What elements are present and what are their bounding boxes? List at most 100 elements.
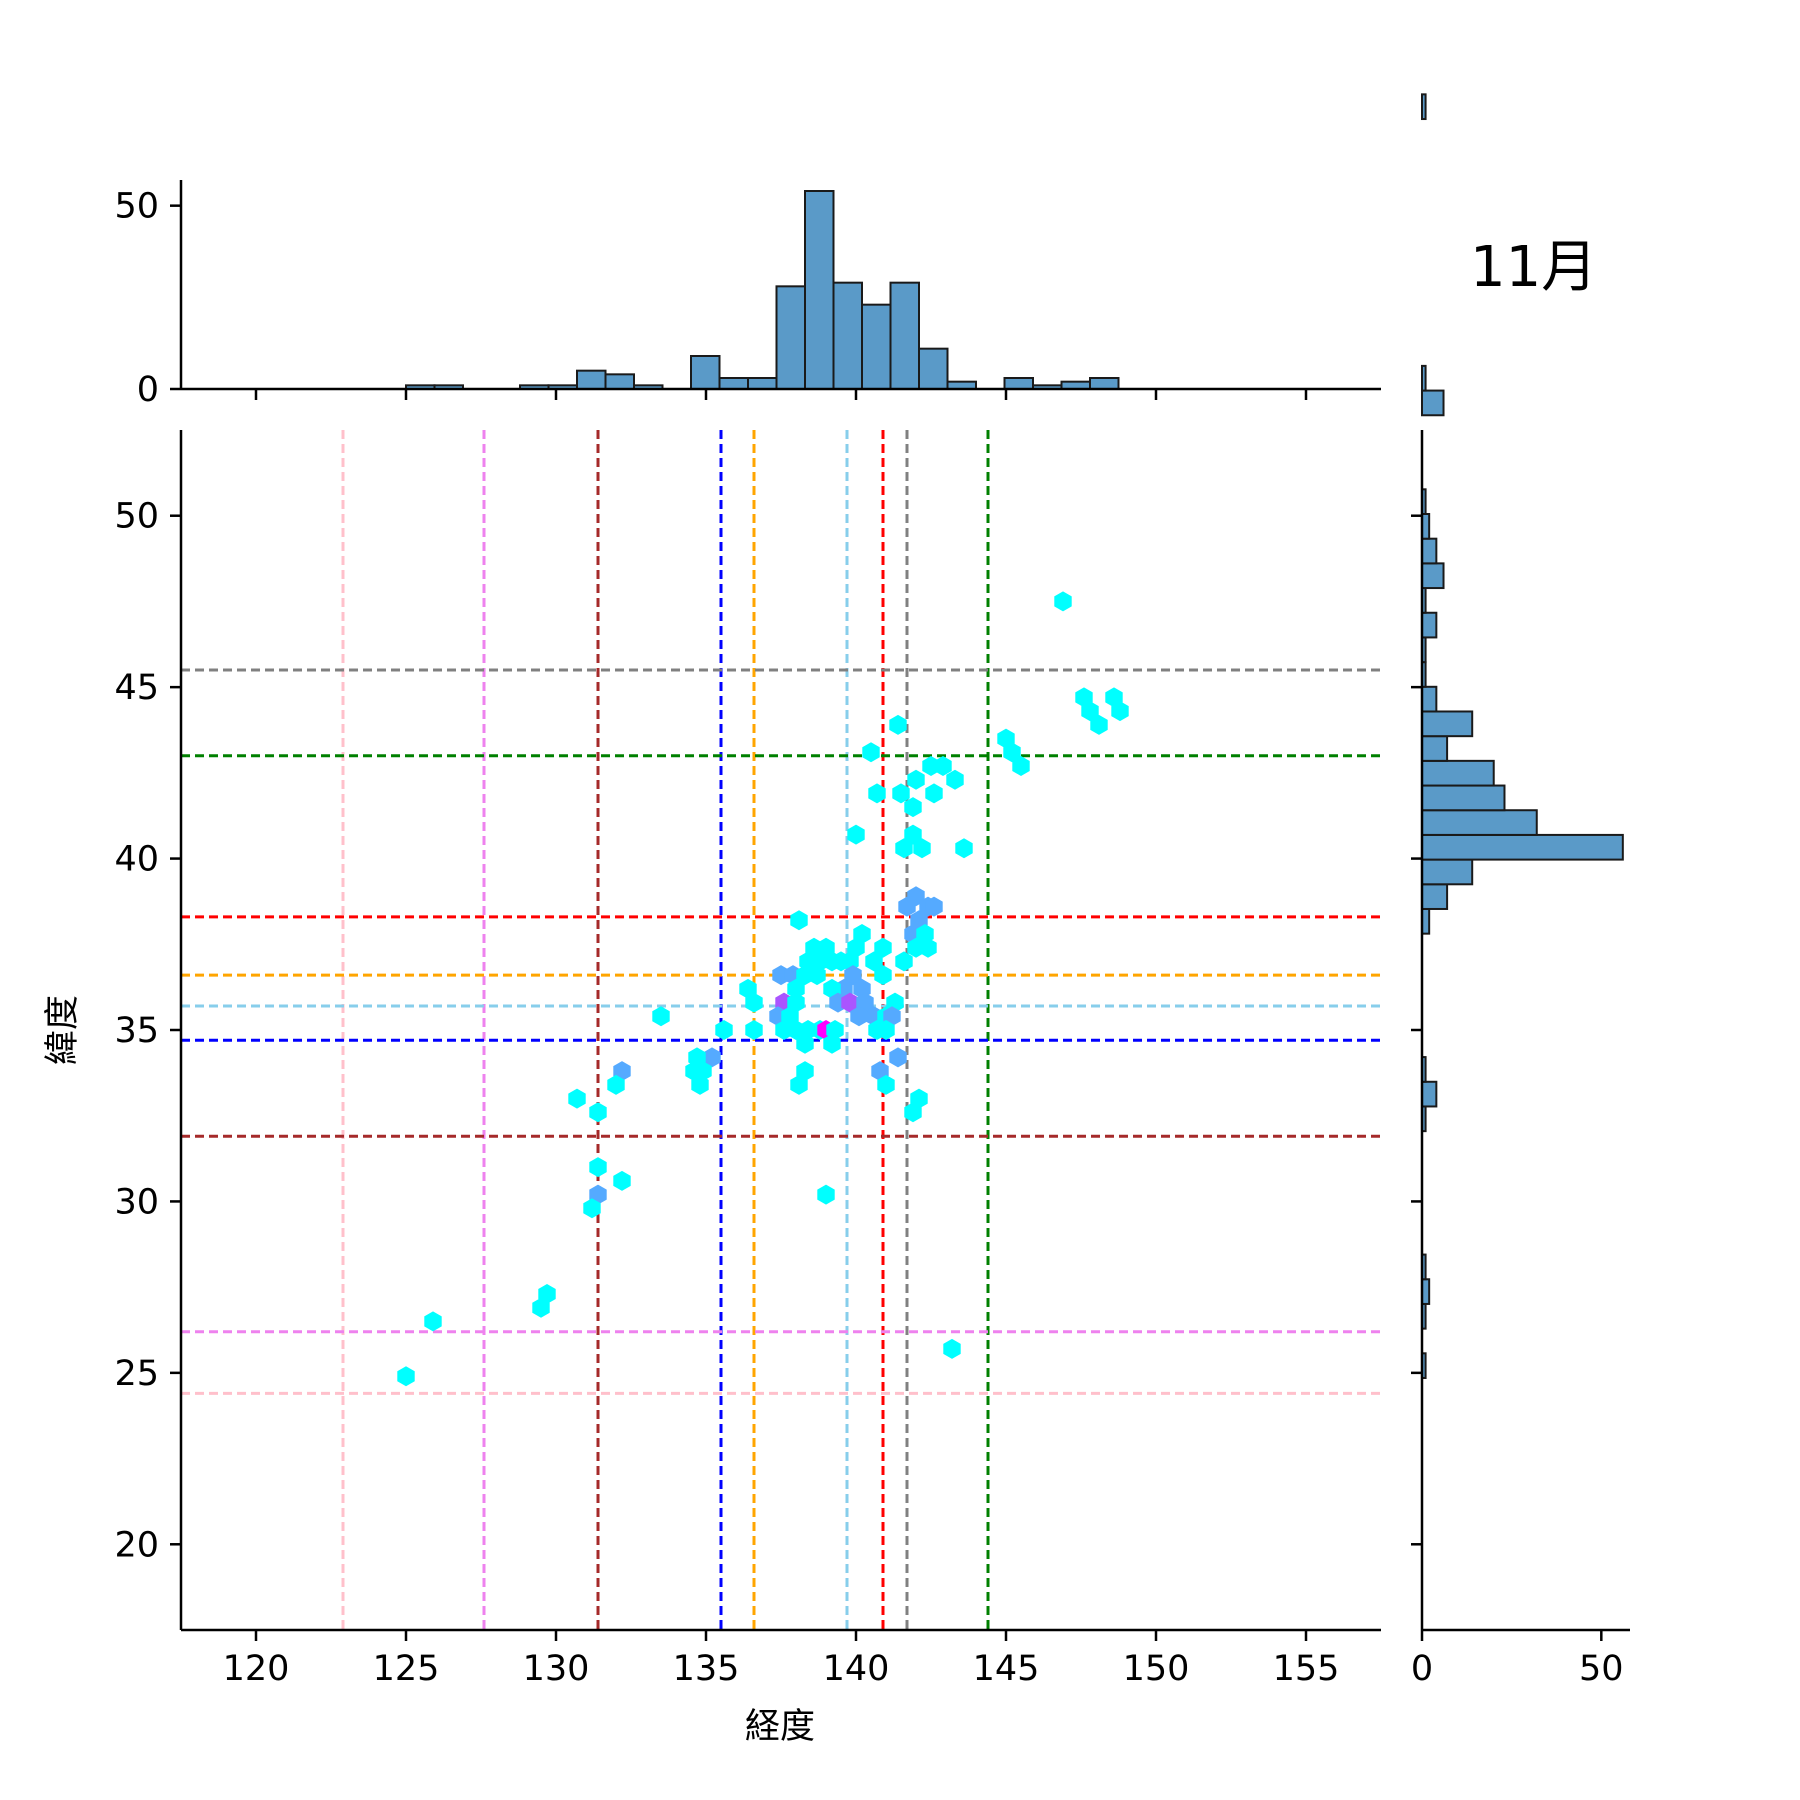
hexbin (583, 1198, 601, 1219)
hexbin (397, 1366, 415, 1387)
hexbin (895, 951, 913, 972)
hexbin (589, 1102, 607, 1123)
x-tick-label: 140 (823, 1649, 890, 1689)
hexbin (904, 797, 922, 818)
y-tick-label: 20 (114, 1525, 159, 1565)
hexbin (946, 769, 964, 790)
hexbin (808, 965, 826, 986)
hexbin (817, 1184, 835, 1205)
hexbin (796, 1033, 814, 1054)
y-tick-label: 45 (114, 668, 159, 708)
hist-bar (1421, 883, 1449, 910)
top-histogram (405, 190, 1120, 391)
hexbin (841, 992, 859, 1013)
hist-bar (832, 281, 863, 390)
hist-bar (690, 355, 721, 390)
hexbin (955, 838, 973, 859)
x-tick-label: 145 (973, 1649, 1040, 1689)
x-tick-label: 150 (1123, 1649, 1190, 1689)
hexbin (607, 1074, 625, 1095)
hexbin (823, 1033, 841, 1054)
hexbin (913, 838, 931, 859)
hist-bar (1421, 537, 1438, 565)
top-y-tick-label: 0 (137, 370, 159, 410)
hexbin (877, 1074, 895, 1095)
hist-bar (718, 377, 749, 390)
chart-title: 11月 (1470, 235, 1597, 300)
hexbin (889, 714, 907, 735)
hexbin (874, 965, 892, 986)
hexbin (652, 1006, 670, 1027)
hist-bar (1421, 809, 1538, 836)
y-tick-label: 50 (114, 497, 159, 537)
hexbin (613, 1170, 631, 1191)
hist-bar (1421, 759, 1495, 787)
hexbin (745, 992, 763, 1013)
hexbin-layer (397, 591, 1129, 1387)
hexbin (895, 838, 913, 859)
hexbin (943, 1338, 961, 1359)
hist-bar (1003, 377, 1034, 390)
hexbin (1054, 591, 1072, 612)
hexbin (904, 1102, 922, 1123)
y-tick-label: 25 (114, 1354, 159, 1394)
hexbin (877, 1020, 895, 1040)
hexbin (844, 965, 862, 986)
hexbin (703, 1047, 721, 1068)
reference-lines (181, 430, 1381, 1630)
hexbin (865, 951, 883, 972)
x-tick-label: 155 (1273, 1649, 1340, 1689)
hexbin (589, 1157, 607, 1178)
hexbin (925, 896, 943, 917)
hexbin (424, 1311, 442, 1332)
x-tick-label: 130 (523, 1649, 590, 1689)
hexbin (1003, 742, 1021, 763)
hexbin (889, 1047, 907, 1068)
y-axis-label: 緯度 (43, 995, 83, 1065)
hexbin (892, 783, 910, 804)
hexbin (715, 1020, 733, 1040)
hist-bar (604, 373, 635, 391)
hexbin (790, 910, 808, 931)
hexbin (1111, 701, 1129, 722)
hexbin (1081, 701, 1099, 722)
hist-bar (1421, 710, 1474, 738)
x-axis-label: 経度 (745, 1707, 815, 1747)
hist-bar (1421, 364, 1427, 392)
hist-bar (1421, 1080, 1438, 1108)
hist-bar (1421, 784, 1506, 812)
hist-bar (747, 377, 778, 390)
y-tick-label: 35 (114, 1011, 159, 1051)
hist-bar (918, 347, 949, 390)
top-y-tick-label: 50 (114, 187, 159, 227)
hist-bar (1421, 611, 1438, 639)
hexbin (832, 951, 850, 972)
x-tick-label: 135 (673, 1649, 740, 1689)
hexbin (874, 937, 892, 958)
right-histogram (1421, 93, 1624, 1380)
axes: 120 125 130 135 140 145 150 155 20 25 30 35 40 45 50 0 5… (114, 180, 1630, 1689)
hexbin (568, 1088, 586, 1109)
hexbin (907, 769, 925, 790)
hexbin (919, 937, 937, 958)
hexbin (868, 783, 886, 804)
hexbin (925, 783, 943, 804)
hexbin (904, 824, 922, 845)
y-tick-label: 30 (114, 1182, 159, 1222)
hist-bar (889, 281, 920, 390)
hexbin (1090, 714, 1108, 735)
hexbin (1012, 756, 1030, 776)
hist-bar (1421, 93, 1427, 121)
hist-bar (804, 190, 835, 390)
hexbin (862, 742, 880, 763)
hist-bar (1421, 735, 1449, 762)
hist-bar (1421, 833, 1624, 861)
hist-bar (1421, 389, 1445, 417)
hexbin (745, 1020, 763, 1040)
hexbin (691, 1074, 709, 1095)
hist-bar (861, 303, 892, 390)
hexbin (850, 1006, 868, 1027)
hexbin (934, 756, 952, 776)
hist-bar (576, 369, 607, 390)
